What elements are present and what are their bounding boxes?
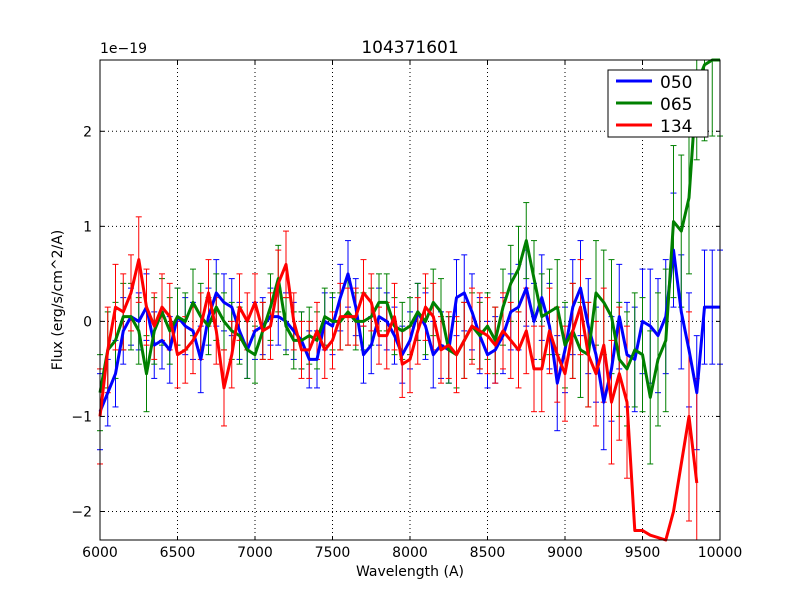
x-tick-label: 8000	[392, 545, 428, 561]
legend-label-065: 065	[660, 95, 692, 115]
x-tick-label: 6500	[160, 545, 196, 561]
y-tick-label: −2	[71, 504, 92, 520]
legend-label-134: 134	[660, 117, 692, 137]
chart-title: 104371601	[361, 38, 458, 58]
y-axis-label: Flux (erg/s/cm^2/A)	[50, 230, 66, 370]
y-scale-offset: 1e−19	[100, 41, 147, 57]
x-tick-label: 9000	[547, 545, 583, 561]
series-line-050	[98, 248, 720, 413]
y-tick-label: 2	[83, 124, 92, 140]
x-tick-label: 9500	[625, 545, 661, 561]
y-tick-label: 1	[83, 219, 92, 235]
x-tick-label: 7000	[237, 545, 273, 561]
x-tick-label: 8500	[470, 545, 506, 561]
x-tick-label: 10000	[698, 545, 743, 561]
x-tick-label: 6000	[82, 545, 118, 561]
legend: 050 065 134	[607, 69, 709, 138]
series-line-134	[98, 258, 699, 542]
series-lines	[98, 58, 720, 542]
x-axis-label: Wavelength (A)	[356, 564, 464, 580]
y-tick-label: 0	[83, 314, 92, 330]
axis-ticks: 6000 6500 7000 7500 8000 8500 9000 9500 10000 −2 −…	[71, 60, 742, 561]
legend-label-050: 050	[660, 73, 692, 93]
x-tick-label: 7500	[315, 545, 351, 561]
y-tick-label: −1	[71, 409, 92, 425]
